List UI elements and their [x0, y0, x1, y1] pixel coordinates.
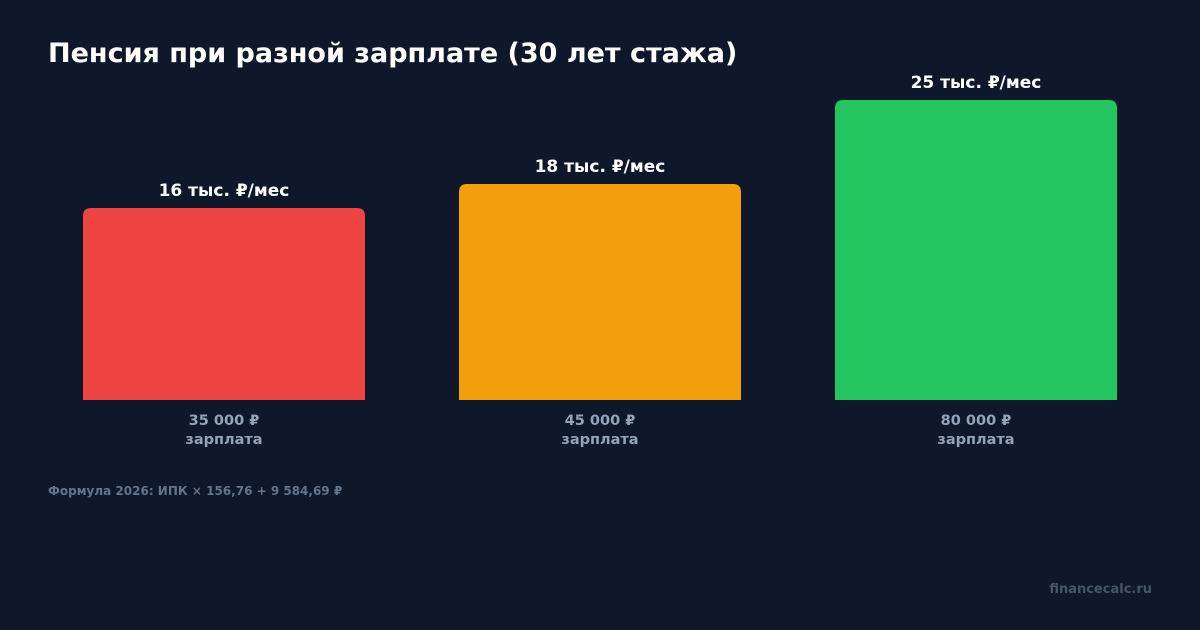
category-sublabel-1: зарплата — [185, 432, 262, 448]
bar-value-label-1: 16 тыс. ₽/мес — [159, 181, 290, 201]
bar-2 — [459, 184, 741, 400]
bar-value-label-3: 25 тыс. ₽/мес — [911, 73, 1042, 93]
bar-value-label-2: 18 тыс. ₽/мес — [535, 157, 666, 177]
formula-footnote: Формула 2026: ИПК × 156,76 + 9 584,69 ₽ — [48, 484, 343, 498]
bar-1 — [83, 208, 365, 400]
chart-title: Пенсия при разной зарплате (30 лет стажа… — [48, 38, 738, 69]
category-sublabel-3: зарплата — [937, 432, 1014, 448]
category-label-2: 45 000 ₽ — [565, 413, 636, 429]
category-sublabel-2: зарплата — [561, 432, 638, 448]
category-label-1: 35 000 ₽ — [189, 413, 260, 429]
site-watermark: financecalc.ru — [1049, 582, 1152, 597]
category-label-3: 80 000 ₽ — [941, 413, 1012, 429]
bar-3 — [835, 100, 1117, 400]
